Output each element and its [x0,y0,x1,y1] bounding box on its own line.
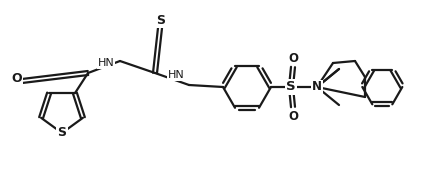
Text: N: N [312,80,322,93]
Text: HN: HN [168,70,184,80]
Text: HN: HN [97,58,114,68]
Text: S: S [57,126,66,139]
Text: S: S [286,80,296,93]
Text: O: O [12,72,22,85]
Text: O: O [288,52,298,65]
Text: S: S [157,13,166,26]
Text: O: O [288,110,298,122]
